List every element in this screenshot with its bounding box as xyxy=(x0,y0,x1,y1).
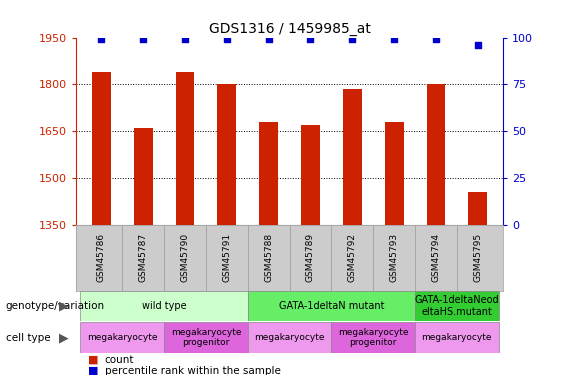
Text: megakaryocyte: megakaryocyte xyxy=(421,333,492,342)
Text: GSM45792: GSM45792 xyxy=(348,233,357,282)
Text: GSM45794: GSM45794 xyxy=(432,233,441,282)
Text: megakaryocyte: megakaryocyte xyxy=(254,333,325,342)
Bar xyxy=(164,322,247,353)
Text: GSM45795: GSM45795 xyxy=(473,233,483,282)
Point xyxy=(222,36,231,42)
Text: genotype/variation: genotype/variation xyxy=(6,301,105,311)
Text: cell type: cell type xyxy=(6,333,50,343)
Text: GSM45786: GSM45786 xyxy=(97,233,106,282)
Text: GSM45793: GSM45793 xyxy=(390,233,399,282)
Text: ▶: ▶ xyxy=(59,300,69,312)
Text: ■: ■ xyxy=(88,366,98,375)
Text: GATA-1deltaNeod
eltaHS.mutant: GATA-1deltaNeod eltaHS.mutant xyxy=(415,295,499,317)
Text: GATA-1deltaN mutant: GATA-1deltaN mutant xyxy=(279,301,384,311)
Point xyxy=(348,36,357,42)
Title: GDS1316 / 1459985_at: GDS1316 / 1459985_at xyxy=(208,22,371,36)
Bar xyxy=(80,291,247,321)
Text: ■: ■ xyxy=(88,354,98,364)
Bar xyxy=(176,72,194,225)
Bar xyxy=(332,322,415,353)
Text: GSM45789: GSM45789 xyxy=(306,233,315,282)
Text: GSM45790: GSM45790 xyxy=(180,233,189,282)
Bar xyxy=(468,192,487,225)
Point xyxy=(180,36,189,42)
Point xyxy=(473,42,483,48)
Bar xyxy=(343,89,362,225)
Point xyxy=(432,36,441,42)
Bar xyxy=(259,122,278,225)
Text: percentile rank within the sample: percentile rank within the sample xyxy=(105,366,280,375)
Point xyxy=(138,36,147,42)
Bar xyxy=(385,122,403,225)
Bar xyxy=(427,84,445,225)
Text: GSM45788: GSM45788 xyxy=(264,233,273,282)
Bar xyxy=(247,322,332,353)
Bar xyxy=(415,322,499,353)
Point xyxy=(306,36,315,42)
Text: count: count xyxy=(105,354,134,364)
Bar xyxy=(415,291,499,321)
Text: megakaryocyte
progenitor: megakaryocyte progenitor xyxy=(171,328,241,347)
Bar xyxy=(218,84,236,225)
Text: megakaryocyte
progenitor: megakaryocyte progenitor xyxy=(338,328,408,347)
Bar xyxy=(80,322,164,353)
Bar xyxy=(92,72,111,225)
Text: wild type: wild type xyxy=(142,301,186,311)
Text: GSM45791: GSM45791 xyxy=(223,233,231,282)
Point xyxy=(264,36,273,42)
Bar xyxy=(301,125,320,225)
Point xyxy=(97,36,106,42)
Bar xyxy=(247,291,415,321)
Text: ▶: ▶ xyxy=(59,331,69,344)
Text: megakaryocyte: megakaryocyte xyxy=(87,333,158,342)
Text: GSM45787: GSM45787 xyxy=(138,233,147,282)
Bar xyxy=(134,128,153,225)
Point xyxy=(390,36,399,42)
